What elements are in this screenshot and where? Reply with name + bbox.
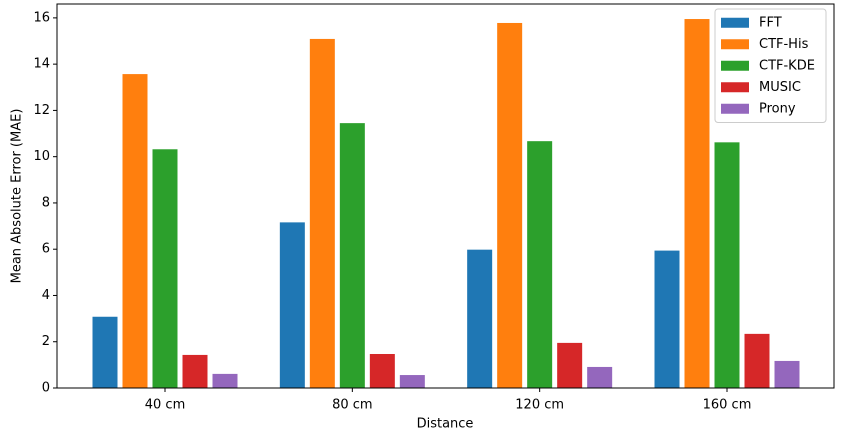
bar xyxy=(92,316,118,388)
legend-box xyxy=(714,8,827,123)
bar xyxy=(339,123,365,388)
bar xyxy=(369,353,395,388)
bar xyxy=(774,360,800,388)
legend-label: CTF-KDE xyxy=(759,58,815,73)
bar xyxy=(122,74,148,389)
legend-swatch xyxy=(721,39,749,50)
y-tick-label: 14 xyxy=(33,57,50,72)
bar xyxy=(587,366,613,388)
plot-frame xyxy=(56,3,835,389)
y-tick-label: 4 xyxy=(42,288,50,303)
bar xyxy=(654,250,680,388)
bar xyxy=(399,375,425,388)
y-tick-label: 2 xyxy=(42,334,50,349)
y-tick-label: 12 xyxy=(33,103,50,118)
x-axis-label: Distance xyxy=(417,417,474,432)
x-tick-label: 40 cm xyxy=(145,398,186,413)
bar xyxy=(152,149,178,388)
bar xyxy=(684,19,710,389)
legend-swatch xyxy=(721,82,749,93)
y-axis-label: Mean Absolute Error (MAE) xyxy=(10,109,25,284)
y-tick-label: 8 xyxy=(42,195,50,210)
legend-label: CTF-His xyxy=(759,37,809,52)
bar xyxy=(309,38,335,389)
bar xyxy=(744,333,770,388)
y-tick-label: 0 xyxy=(42,381,50,396)
x-tick-label: 120 cm xyxy=(515,398,564,413)
bar xyxy=(527,141,553,388)
x-tick-label: 80 cm xyxy=(332,398,373,413)
bar xyxy=(497,22,523,388)
legend-label: Prony xyxy=(759,101,796,116)
legend-swatch xyxy=(721,103,749,114)
bar xyxy=(557,342,583,388)
bar xyxy=(182,354,208,388)
bar xyxy=(212,373,238,388)
legend-swatch xyxy=(721,60,749,71)
y-tick-label: 6 xyxy=(42,242,50,257)
legend-swatch xyxy=(721,17,749,28)
y-tick-label: 16 xyxy=(33,10,50,25)
bar xyxy=(714,142,740,388)
legend-label: FFT xyxy=(759,15,782,30)
x-tick-label: 160 cm xyxy=(703,398,752,413)
bar xyxy=(467,249,493,388)
y-tick-label: 10 xyxy=(33,149,50,164)
bar xyxy=(279,222,305,388)
legend-label: MUSIC xyxy=(759,80,801,95)
